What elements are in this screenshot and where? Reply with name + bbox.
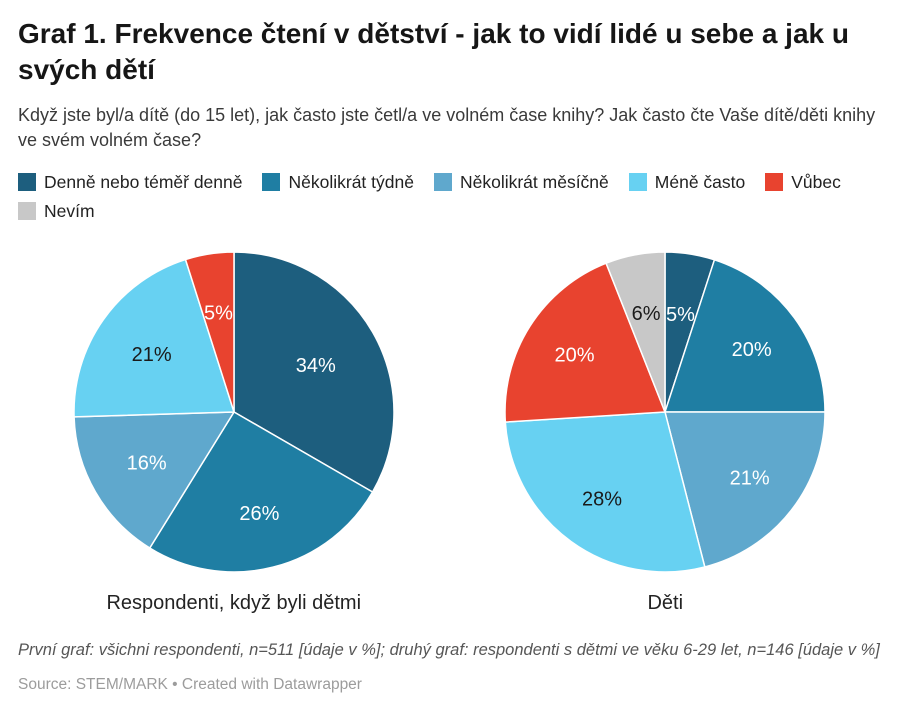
pie-chart-children: 5% 20% 21% 28% 20% 6% <box>504 251 826 573</box>
legend-swatch <box>262 173 281 192</box>
pie-slice-label: 34% <box>296 355 336 377</box>
legend-label: Denně nebo téměř denně <box>44 171 243 192</box>
legend-label: Méně často <box>654 171 746 192</box>
pie-slice-1[interactable] <box>148 411 374 573</box>
pie-slice-label: 5% <box>204 302 233 324</box>
chart-block-respondents: 34% 26% 16% 21% 5% Respondenti, když byli dě… <box>18 246 450 615</box>
pie-slice-2[interactable] <box>664 411 826 568</box>
chart-caption-children: Děti <box>647 591 684 614</box>
pie-slice-label: 28% <box>582 489 622 511</box>
legend-swatch <box>628 173 647 192</box>
pie-slice-label: 20% <box>555 344 595 366</box>
legend-swatch <box>18 202 36 221</box>
page-title: Graf 1. Frekvence čtení v dětství - jak … <box>18 18 849 86</box>
legend-swatch <box>433 173 452 192</box>
pie-slice-label: 26% <box>239 503 279 525</box>
pie-chart-respondents: 34% 26% 16% 21% 5% <box>73 251 395 573</box>
legend-label: Nevím <box>44 200 95 221</box>
charts-row: 34% 26% 16% 21% 5% Respondenti, když byli dě… <box>18 246 881 615</box>
pie-slice-label: 21% <box>730 468 770 490</box>
pie-slice-label: 5% <box>666 304 695 326</box>
legend-label: Vůbec <box>791 171 841 192</box>
legend-swatch <box>18 173 36 192</box>
legend-item: Nevím <box>18 201 95 222</box>
chart-footnote: První graf: všichni respondenti, n=511 [… <box>18 640 880 659</box>
legend-item: Denně nebo téměř denně <box>18 172 242 193</box>
pie-slice-0[interactable] <box>233 251 395 493</box>
pie-slice-5[interactable] <box>605 251 666 413</box>
pie-slice-1[interactable] <box>664 258 826 413</box>
legend-label: Několikrát měsíčně <box>459 171 609 192</box>
pie-slice-4[interactable] <box>184 251 235 413</box>
legend: Denně nebo téměř denně Několikrát týdně Ně… <box>18 172 881 222</box>
pie-slice-3[interactable] <box>73 258 235 418</box>
chart-block-children: 5% 20% 21% 28% 20% 6% Děti <box>450 246 882 615</box>
chart-subtitle: Když jste byl/a dítě (do 15 let), jak ča… <box>18 104 876 151</box>
pie-slice-label: 21% <box>131 344 171 366</box>
source-line: Source: STEM/MARK • Created with Datawra… <box>18 676 362 694</box>
pie-slice-label: 6% <box>632 303 661 325</box>
legend-item: Několikrát měsíčně <box>433 171 609 193</box>
legend-swatch <box>765 173 784 192</box>
legend-item: Vůbec <box>765 172 841 193</box>
legend-label: Několikrát týdně <box>288 171 414 192</box>
legend-item: Méně často <box>628 171 746 193</box>
pie-slice-2[interactable] <box>73 411 235 549</box>
pie-slice-4[interactable] <box>504 262 666 423</box>
pie-slice-label: 16% <box>126 452 166 474</box>
pie-slice-label: 20% <box>732 339 772 361</box>
chart-caption-respondents: Respondenti, když byli dětmi <box>106 591 362 614</box>
pie-slice-3[interactable] <box>504 411 706 573</box>
legend-item: Několikrát týdně <box>262 171 414 193</box>
